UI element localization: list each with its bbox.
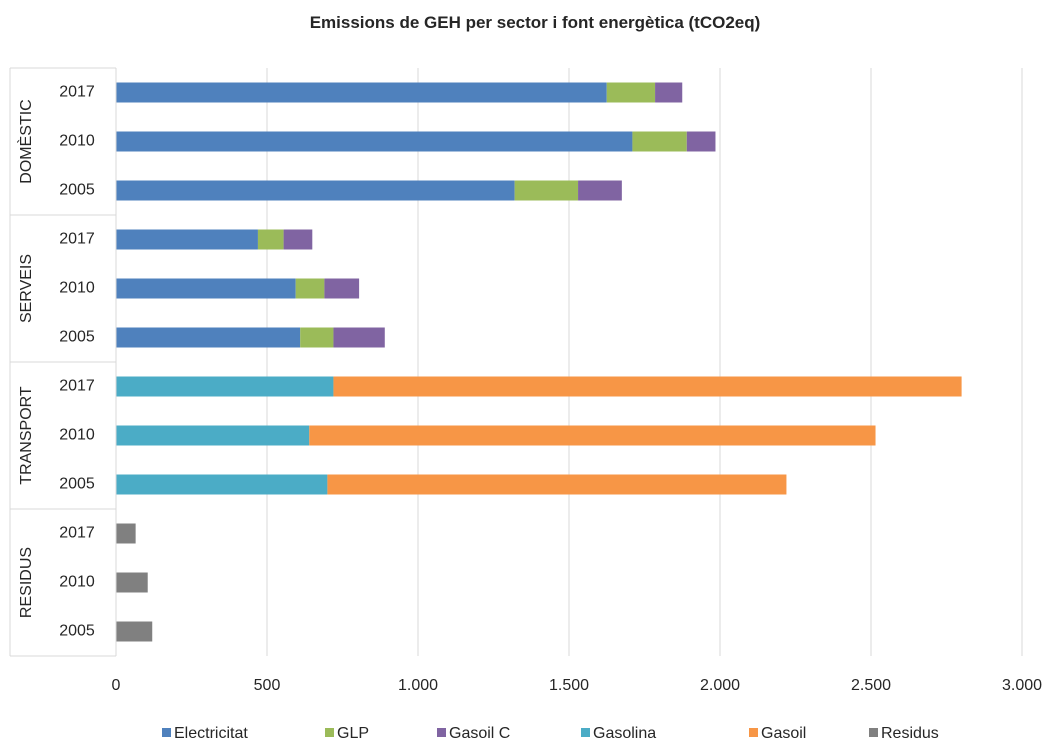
bar-segment xyxy=(116,131,633,152)
x-tick-label: 500 xyxy=(254,677,281,694)
y-tick-label: 2005 xyxy=(59,329,95,346)
y-tick-label: 2010 xyxy=(59,280,95,297)
bar-segment xyxy=(257,229,284,250)
x-tick-label: 0 xyxy=(112,677,121,694)
bar-segment xyxy=(116,229,258,250)
legend-label: Gasoil xyxy=(761,725,806,742)
bar-segment xyxy=(686,131,716,152)
bar-segment xyxy=(300,327,334,348)
legend-label: Gasoil C xyxy=(449,725,510,742)
legend-label: Gasolina xyxy=(593,725,656,742)
bar-segment xyxy=(116,82,607,103)
group-label: SERVEIS xyxy=(18,254,35,323)
bar-segment xyxy=(324,278,360,299)
y-tick-label: 2017 xyxy=(59,378,95,395)
bar-segment xyxy=(514,180,579,201)
legend-label: GLP xyxy=(337,725,369,742)
y-tick-label: 2017 xyxy=(59,231,95,248)
chart-title: Emissions de GEH per sector i font energ… xyxy=(310,13,761,32)
bar-segment xyxy=(116,621,153,642)
y-tick-label: 2010 xyxy=(59,427,95,444)
group-label: RESIDUS xyxy=(18,547,35,618)
bar-segment xyxy=(309,425,876,446)
bar-segment xyxy=(333,376,962,397)
group-label: TRANSPORT xyxy=(18,386,35,485)
y-tick-label: 2010 xyxy=(59,133,95,150)
y-tick-label: 2005 xyxy=(59,182,95,199)
bar-segment xyxy=(116,327,301,348)
legend-swatch xyxy=(162,728,171,737)
bar-segment xyxy=(283,229,313,250)
bar-segment xyxy=(655,82,683,103)
bar-segment xyxy=(116,572,148,593)
y-tick-label: 2005 xyxy=(59,623,95,640)
bar-segment xyxy=(116,425,310,446)
bar-segment xyxy=(116,180,515,201)
x-tick-label: 2.000 xyxy=(700,677,740,694)
bar-segment xyxy=(116,278,296,299)
y-tick-label: 2017 xyxy=(59,525,95,542)
group-label: DOMÈSTIC xyxy=(16,99,35,183)
bar-segment xyxy=(632,131,687,152)
legend-label: Residus xyxy=(881,725,939,742)
legend-swatch xyxy=(437,728,446,737)
x-tick-label: 3.000 xyxy=(1002,677,1042,694)
bar-segment xyxy=(295,278,325,299)
bar-segment xyxy=(116,523,136,544)
legend-swatch xyxy=(749,728,758,737)
bar-segment xyxy=(116,474,328,495)
legend-swatch xyxy=(581,728,590,737)
y-tick-label: 2010 xyxy=(59,574,95,591)
x-tick-label: 1.500 xyxy=(549,677,589,694)
bar-segment xyxy=(578,180,622,201)
y-tick-label: 2017 xyxy=(59,84,95,101)
bar-segment xyxy=(327,474,787,495)
bar-segment xyxy=(333,327,385,348)
bar-segment xyxy=(606,82,656,103)
x-tick-label: 1.000 xyxy=(398,677,438,694)
bar-segment xyxy=(116,376,334,397)
legend-swatch xyxy=(325,728,334,737)
legend-swatch xyxy=(869,728,878,737)
legend-label: Electricitat xyxy=(174,725,248,742)
y-tick-label: 2005 xyxy=(59,476,95,493)
x-tick-label: 2.500 xyxy=(851,677,891,694)
